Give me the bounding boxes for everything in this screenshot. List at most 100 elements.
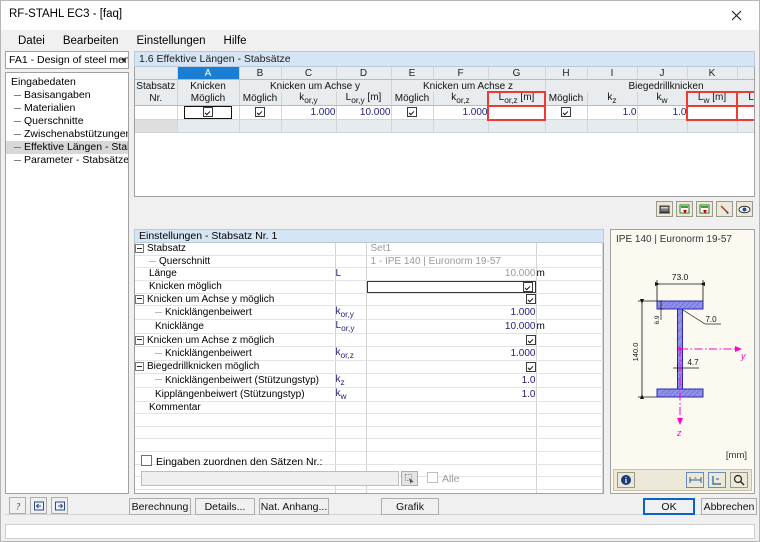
zoom-icon[interactable] — [730, 472, 748, 488]
stabsatz-table[interactable]: A B C D E F G H I J K L M — [134, 67, 755, 197]
prop-value[interactable]: 10.000 — [366, 319, 537, 335]
cell-l-or-z[interactable] — [487, 104, 546, 121]
prop-value[interactable] — [366, 360, 537, 374]
prop-value[interactable] — [366, 333, 537, 347]
col-f[interactable]: F — [433, 67, 489, 80]
sidebar-item-parameter-stabsaetze[interactable]: Parameter - Stabsätze — [6, 154, 128, 167]
berechnung-button[interactable]: Berechnung — [129, 498, 191, 515]
prop-row-biegedrillknicken[interactable]: Biegedrillknicken möglich — [135, 360, 603, 374]
assign-checkbox[interactable] — [141, 455, 152, 466]
assign-alle-row[interactable]: Alle — [427, 472, 460, 485]
details-button[interactable]: Details... — [195, 498, 255, 515]
prop-value[interactable]: Set1 — [366, 243, 537, 256]
checkbox-icon[interactable] — [525, 294, 535, 305]
eye-icon[interactable] — [736, 201, 753, 217]
col-i[interactable]: I — [587, 67, 638, 80]
checkbox-icon[interactable] — [255, 107, 265, 118]
help-icon[interactable]: ? — [9, 497, 26, 514]
collapse-icon[interactable] — [135, 362, 144, 372]
cell-l-or-y[interactable]: 10.000 — [336, 105, 392, 120]
cell-knicken-moeglich[interactable] — [177, 105, 240, 120]
checkbox-icon[interactable] — [407, 107, 417, 118]
prop-value[interactable] — [366, 293, 537, 307]
table-view-icon[interactable] — [656, 201, 673, 217]
close-icon[interactable] — [714, 1, 759, 30]
checkbox-icon[interactable] — [522, 281, 533, 292]
prop-value[interactable]: 1.000 — [366, 305, 537, 321]
alle-checkbox[interactable] — [427, 472, 438, 483]
cancel-button[interactable]: Abbrechen — [701, 498, 757, 515]
collapse-icon[interactable] — [135, 244, 144, 254]
import-down-icon[interactable] — [676, 201, 693, 217]
assign-checkbox-row[interactable]: Eingaben zuordnen den Sätzen Nr.: — [141, 455, 322, 468]
col-l[interactable]: L — [737, 67, 754, 80]
prop-row-knicken-y[interactable]: Knicken um Achse y möglich — [135, 293, 603, 307]
menu-datei[interactable]: Datei — [18, 34, 45, 47]
axes-icon[interactable] — [708, 472, 726, 488]
checkbox-icon[interactable] — [525, 361, 535, 372]
import-check-icon[interactable] — [696, 201, 713, 217]
pick-icon[interactable] — [401, 471, 418, 486]
prop-value[interactable] — [366, 401, 537, 415]
tree-root-eingabedaten[interactable]: Eingabedaten — [11, 76, 76, 88]
prop-value[interactable]: 1.0 — [366, 387, 537, 402]
prop-row-kommentar[interactable]: Kommentar — [135, 401, 603, 415]
col-h[interactable]: H — [545, 67, 588, 80]
cell-bdk-moeglich[interactable] — [545, 105, 588, 120]
col-d[interactable]: D — [336, 67, 392, 80]
prop-value[interactable]: 1 - IPE 140 | Euronorm 19-57 — [366, 255, 537, 269]
cell-k-w[interactable]: 1.0 — [637, 105, 688, 120]
prop-value[interactable]: 10.000 — [366, 267, 537, 281]
next-icon[interactable] — [51, 497, 68, 514]
col-a[interactable]: A — [177, 67, 240, 80]
prop-row-querschnitt[interactable]: Querschnitt 1 - IPE 140 | Euronorm 19-57 — [135, 255, 603, 269]
checkbox-icon[interactable] — [203, 107, 213, 118]
sidebar-item-effektive-laengen[interactable]: Effektive Längen - Stabsätze — [6, 141, 128, 154]
checkbox-icon[interactable] — [561, 107, 571, 118]
prop-row-k-or-z[interactable]: Knicklängenbeiwert kor,z 1.000 — [135, 346, 603, 361]
col-c[interactable]: C — [281, 67, 337, 80]
prop-row-stabsatz[interactable]: Stabsatz Set1 — [135, 243, 603, 256]
sidebar-item-basisangaben[interactable]: Basisangaben — [6, 89, 128, 102]
col-e[interactable]: E — [391, 67, 434, 80]
dimension-icon[interactable]: x — [686, 472, 704, 488]
cell-l-t[interactable] — [736, 104, 754, 121]
menu-bearbeiten[interactable]: Bearbeiten — [62, 34, 119, 47]
prop-value[interactable] — [366, 280, 537, 294]
menu-einstellungen[interactable]: Einstellungen — [136, 34, 206, 47]
ok-button[interactable]: OK — [643, 498, 695, 515]
design-case-select[interactable]: FA1 - Design of steel members : ▾ — [5, 51, 129, 69]
pick-icon[interactable] — [716, 201, 733, 217]
info-icon[interactable]: i — [617, 472, 635, 488]
cell-z-moeglich[interactable] — [391, 105, 434, 120]
cell-l-w[interactable] — [686, 104, 738, 121]
prop-row-knicken-moeglich[interactable]: Knicken möglich — [135, 280, 603, 294]
col-j[interactable]: J — [637, 67, 688, 80]
nat-anhang-button[interactable]: Nat. Anhang... — [259, 498, 329, 515]
prev-icon[interactable] — [30, 497, 47, 514]
menu-hilfe[interactable]: Hilfe — [223, 34, 247, 47]
sidebar-item-zwischenabstuetzungen[interactable]: Zwischenabstützungen — [6, 128, 128, 141]
cell-y-moeglich[interactable] — [239, 105, 282, 120]
prop-row-laenge[interactable]: Länge L 10.000 m — [135, 267, 603, 281]
prop-row-knicklaenge[interactable]: Knicklänge Lor,y 10.000 m — [135, 319, 603, 335]
collapse-icon[interactable] — [135, 294, 144, 304]
cell-k-or-z[interactable]: 1.000 — [433, 105, 489, 120]
cell-k-z[interactable]: 1.0 — [587, 105, 638, 120]
sidebar-item-querschnitte[interactable]: Querschnitte — [6, 115, 128, 128]
settings-properties[interactable]: Stabsatz Set1 Querschnitt 1 - IPE 140 | … — [134, 243, 604, 494]
col-g[interactable]: G — [488, 67, 546, 80]
prop-value[interactable]: 1.0 — [366, 373, 537, 388]
cell-k-or-y[interactable]: 1.000 — [281, 105, 337, 120]
prop-value[interactable]: 1.000 — [366, 346, 537, 361]
table-row[interactable]: 1 1.000 10.000 1.000 1.0 1.0 — [135, 104, 754, 121]
collapse-icon[interactable] — [135, 335, 144, 345]
row-number[interactable]: 1 — [135, 105, 178, 120]
col-k[interactable]: K — [687, 67, 738, 80]
prop-row-knicken-z[interactable]: Knicken um Achse z möglich — [135, 333, 603, 347]
checkbox-icon[interactable] — [525, 335, 535, 346]
assign-input[interactable] — [141, 471, 399, 486]
prop-row-k-z[interactable]: Knicklängenbeiwert (Stützungstyp) kz 1.0 — [135, 373, 603, 388]
col-b[interactable]: B — [239, 67, 282, 80]
chevron-down-icon[interactable]: ▾ — [121, 55, 126, 65]
